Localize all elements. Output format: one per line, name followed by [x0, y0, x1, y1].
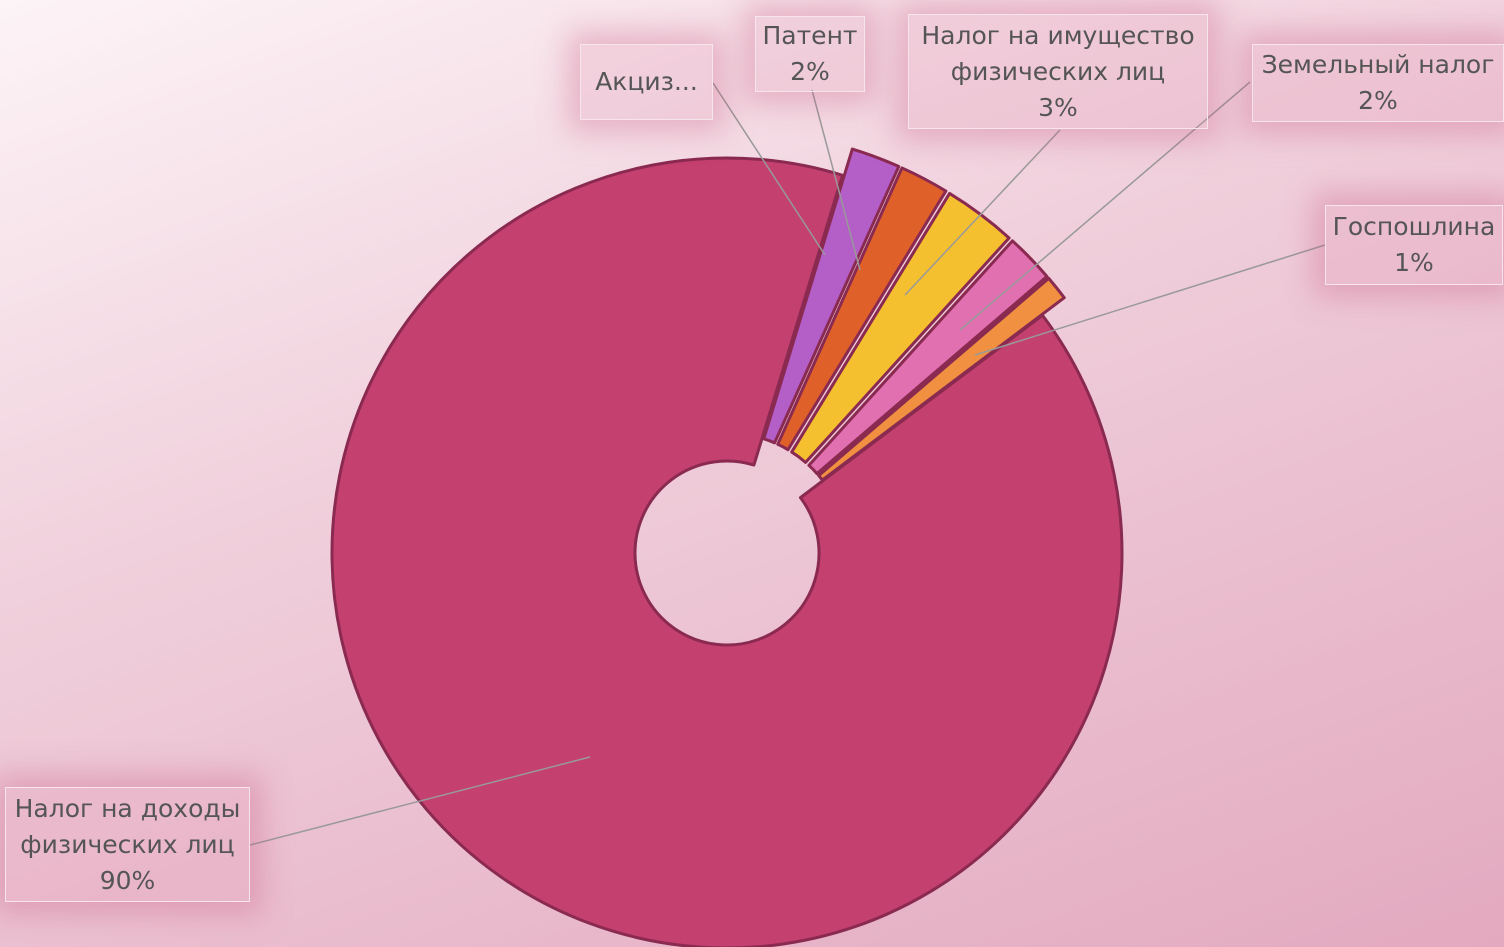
donut-slice: [790, 191, 1011, 464]
leader-line: [974, 244, 1326, 356]
leader-line: [904, 129, 1061, 296]
donut-slice: [762, 147, 901, 445]
leader-line: [811, 89, 861, 271]
value-label: 90%: [99, 865, 156, 895]
value-label: 2%: [1358, 86, 1398, 115]
category-label: Налог на имущество физических лиц: [921, 20, 1195, 86]
category-label: Госпошлина: [1332, 212, 1496, 241]
value-label: 3%: [1038, 92, 1078, 122]
donut-slice: [817, 276, 1066, 482]
category-label: Акциз...: [595, 67, 698, 96]
value-label: 1%: [1394, 248, 1434, 277]
category-label: Земельный налог: [1261, 50, 1495, 79]
category-label: Патент: [762, 21, 858, 50]
leader-line: [712, 82, 826, 256]
value-label: 2%: [790, 57, 830, 86]
data-label: Земельный налог 2%: [1252, 44, 1504, 122]
donut-slice: [776, 166, 948, 452]
donut-slice: [330, 156, 1124, 947]
data-label: Госпошлина 1%: [1325, 205, 1503, 285]
leader-line: [959, 81, 1251, 331]
donut-slice: [807, 239, 1049, 476]
data-label: Акциз...: [580, 44, 713, 120]
data-label: Налог на доходы физических лиц 90%: [5, 787, 250, 902]
data-label: Патент 2%: [755, 16, 865, 92]
category-label: Налог на доходы физических лиц: [14, 793, 241, 859]
data-label: Налог на имущество физических лиц 3%: [908, 14, 1208, 129]
leader-line: [249, 756, 591, 846]
